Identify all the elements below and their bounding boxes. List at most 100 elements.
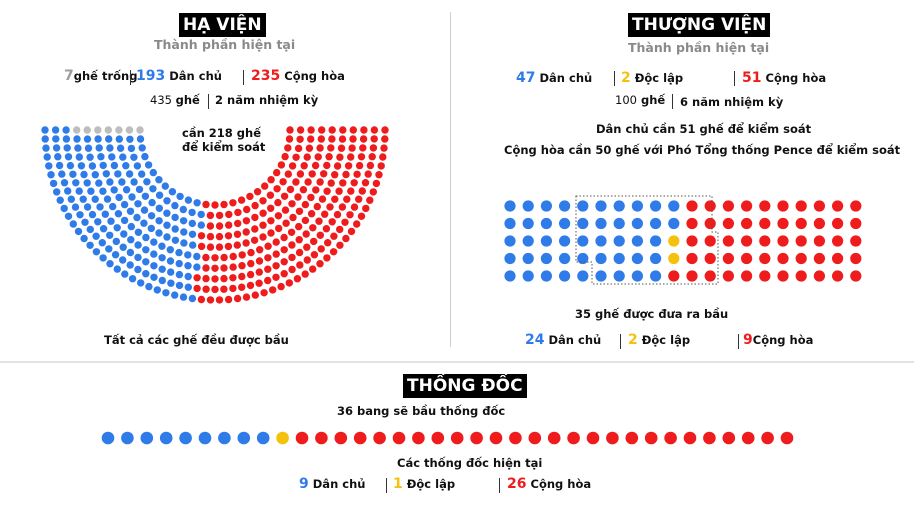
house-seat-rep	[224, 295, 233, 304]
house-seat-dem	[193, 252, 201, 261]
house-seat-rep	[272, 262, 280, 270]
house-seat-rep	[267, 217, 275, 225]
house-seat-dem	[130, 153, 138, 161]
house-seat-rep	[328, 218, 336, 226]
senate-seat-dem	[540, 270, 553, 282]
house-seat-dem	[69, 220, 78, 228]
house-seat-rep	[328, 126, 336, 134]
house-seat-rep	[346, 211, 354, 219]
house-seat-rep	[286, 185, 295, 194]
house-seat-rep	[220, 285, 228, 293]
house-seat-rep	[279, 178, 287, 186]
house-seat-dem	[52, 144, 61, 152]
house-seat-dem	[127, 236, 135, 244]
house-seat-rep	[307, 193, 315, 202]
house-seat-rep	[238, 262, 246, 270]
senate-seat-rep	[777, 235, 789, 247]
house-dem-label: Dân chủ	[169, 69, 222, 83]
gov-dot-dem	[237, 431, 251, 445]
house-seat-rep	[229, 274, 237, 282]
house-seat-dem	[103, 195, 112, 203]
gov-dot-dem	[256, 431, 270, 445]
house-seat-rep	[272, 250, 280, 258]
house-seat-rep	[211, 275, 219, 283]
house-seat-rep	[238, 272, 246, 281]
house-seat-rep	[301, 200, 310, 209]
house-seat-rep	[237, 196, 246, 204]
house-seat-rep	[215, 232, 224, 241]
house-seat-rep	[267, 176, 275, 184]
house-seat-rep	[243, 205, 251, 214]
house-seat-dem	[95, 179, 103, 187]
senate-rep-legend: 51 Cộng hòa	[742, 70, 826, 86]
senate-up-for-election-outline	[575, 195, 719, 285]
house-seat-dem	[120, 200, 129, 209]
house-seat-rep	[379, 153, 387, 161]
house-seat-dem	[147, 224, 155, 233]
house-seat-dem	[179, 217, 188, 225]
house-seat-rep	[309, 265, 317, 273]
house-majority-line2: để kiểm soát	[182, 140, 266, 154]
house-seat-dem	[80, 234, 88, 243]
house-seat-dem	[114, 170, 122, 178]
senate-seat-dem	[559, 217, 571, 230]
house-seat-dem	[94, 135, 102, 143]
house-seat-rep	[294, 193, 302, 201]
house-seat-rep	[328, 135, 336, 143]
house-seat-rep	[229, 263, 237, 271]
house-seat-dem	[175, 270, 184, 279]
senate-seat-rep	[777, 270, 789, 282]
gov-dot-rep	[664, 431, 677, 445]
house-seat-dem	[107, 217, 115, 225]
house-seat-rep	[251, 213, 259, 222]
senate-seat-dem	[540, 200, 553, 212]
senate-seat-rep	[832, 200, 844, 212]
senate-seat-rep	[686, 270, 698, 282]
house-seat-rep	[326, 203, 334, 211]
house-seat-dem	[64, 153, 73, 161]
house-seat-rep	[335, 187, 343, 195]
house-seat-rep	[202, 200, 210, 209]
house-seat-dem	[135, 185, 144, 194]
house-seat-rep	[359, 144, 367, 152]
gov-dem-label: Dân chủ	[312, 477, 366, 491]
house-seat-rep	[309, 224, 317, 232]
house-seat-dem	[121, 270, 129, 278]
house-seat-rep	[225, 221, 233, 229]
gov-dot-rep	[412, 431, 425, 445]
house-seat-dem	[136, 135, 145, 143]
house-seat-rep	[310, 251, 319, 259]
house-seat-rep	[247, 259, 255, 268]
house-seat-rep	[317, 135, 325, 143]
house-seat-rep	[246, 281, 255, 290]
house-seat-dem	[77, 162, 86, 170]
house-seat-dem	[113, 265, 122, 273]
house-seat-dem	[184, 272, 192, 281]
house-seat-rep	[255, 268, 263, 276]
house-seat-dem	[150, 238, 158, 246]
house-seat-rep	[307, 210, 316, 218]
house-seat-dem	[171, 225, 179, 233]
house-seat-rep	[310, 237, 318, 246]
house-seat-dem	[53, 188, 61, 196]
house-seat-dem	[126, 248, 135, 257]
house-seat-rep	[313, 202, 321, 211]
house-seat-dem	[140, 206, 149, 214]
senate-seat-dem	[577, 235, 589, 247]
house-seat-dem	[162, 289, 170, 297]
house-seat-vacant	[136, 126, 144, 134]
house-seat-dem	[91, 171, 100, 179]
house-seat-rep	[288, 200, 296, 208]
house-seat-dem	[54, 153, 62, 161]
senate-seat-dem	[504, 252, 516, 265]
house-seat-dem	[148, 198, 156, 207]
house-seat-rep	[206, 211, 215, 220]
house-seat-dem	[184, 283, 192, 291]
house-seat-rep	[274, 212, 283, 220]
senate-seat-dem	[559, 252, 571, 265]
house-seat-rep	[251, 201, 259, 210]
house-seat-dem	[92, 248, 101, 256]
house-seat-dem	[97, 153, 105, 161]
house-seat-dem	[81, 218, 89, 226]
gov-dot-rep	[315, 431, 328, 445]
